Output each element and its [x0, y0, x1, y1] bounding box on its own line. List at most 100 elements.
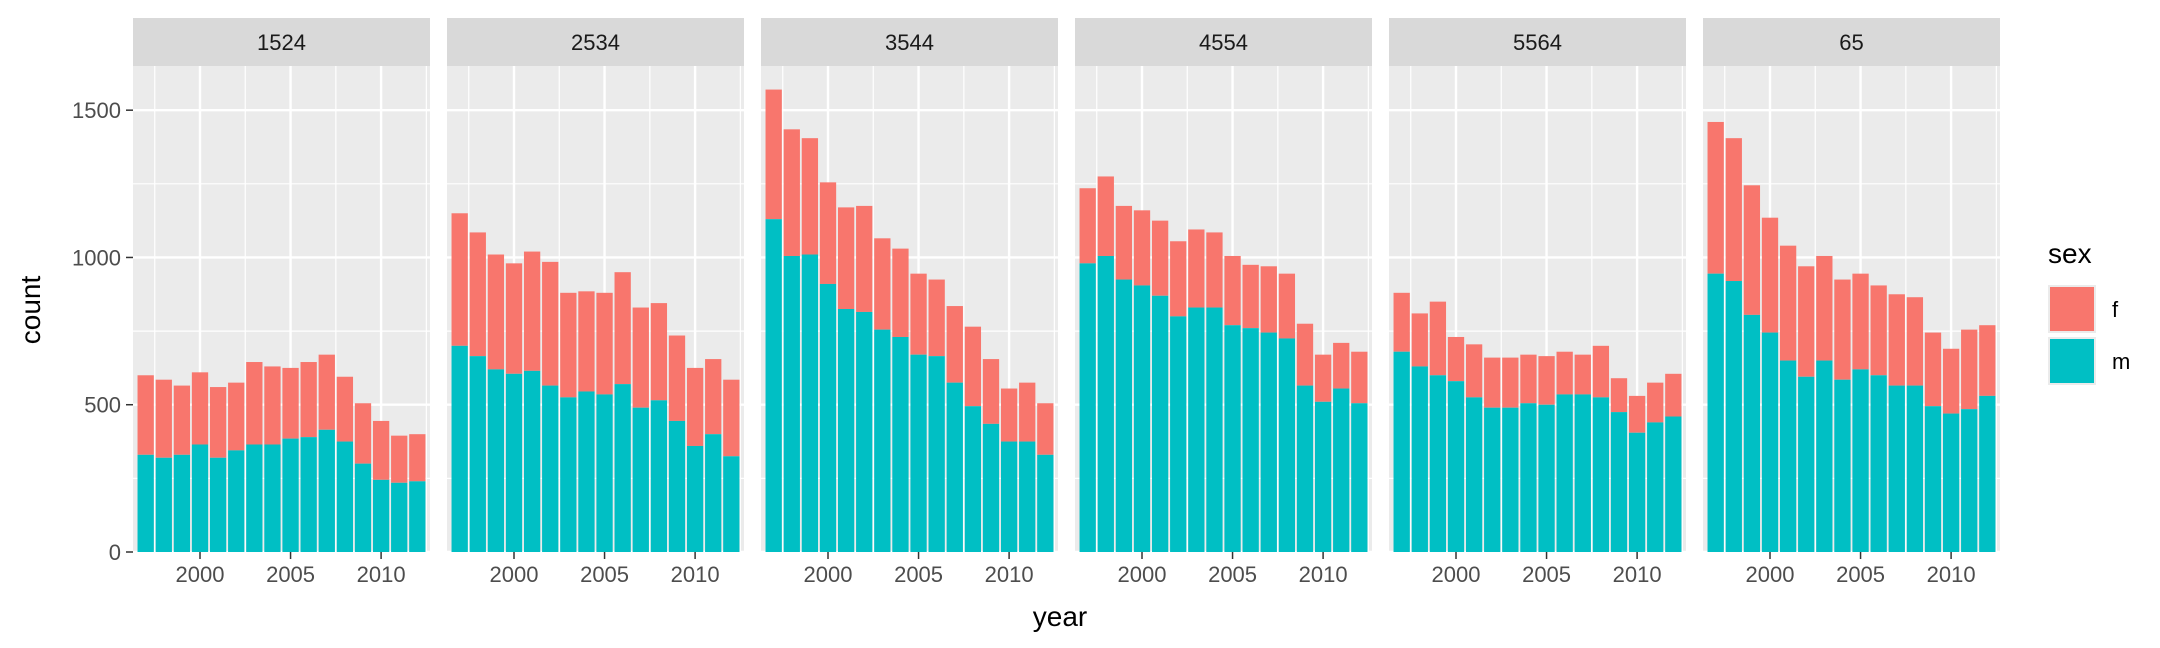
bar-segment-f: [910, 273, 927, 355]
bar-segment-m: [1296, 385, 1314, 552]
bar-segment-f: [686, 367, 704, 446]
bar-segment-f: [451, 213, 468, 346]
bar-segment-f: [1870, 285, 1887, 376]
bar-segment-m: [874, 329, 891, 552]
bar-segment-m: [209, 457, 227, 552]
bar-segment-m: [1429, 375, 1447, 552]
bar-segment-f: [1628, 395, 1646, 433]
bar-segment-f: [228, 382, 245, 451]
bar-segment-f: [946, 306, 963, 383]
bar-segment-m: [1133, 285, 1151, 552]
x-tick-label: 2010: [1927, 562, 1976, 587]
bar-segment-m: [686, 445, 704, 552]
bar-segment-f: [650, 303, 668, 401]
bar-segment-f: [705, 359, 722, 435]
bar-segment-f: [1852, 273, 1869, 370]
legend: sex f m: [2048, 238, 2130, 385]
bar-segment-f: [1942, 348, 1960, 414]
legend-title: sex: [2048, 238, 2092, 269]
bar-segment-m: [1314, 401, 1332, 552]
bar-segment-f: [1151, 220, 1169, 296]
bar-segment-f: [372, 420, 390, 480]
bar-segment-f: [1961, 329, 1978, 410]
y-tick-label: 1500: [72, 98, 121, 123]
bar-segment-m: [1610, 412, 1628, 552]
bar-segment-m: [1447, 381, 1465, 552]
bar-segment-f: [1610, 378, 1628, 413]
bar-segment-f: [391, 435, 408, 483]
bar-segment-f: [1242, 264, 1259, 329]
bar-segment-m: [391, 482, 408, 552]
bar-segment-f: [1798, 266, 1815, 377]
bar-segment-m: [1151, 295, 1169, 552]
bar-segment-f: [928, 279, 945, 357]
bar-segment-m: [191, 444, 209, 552]
bar-segment-m: [560, 397, 577, 552]
bar-segment-m: [928, 356, 945, 552]
bar-segment-f: [173, 385, 191, 455]
bar-segment-f: [1834, 279, 1851, 380]
bar-segment-f: [892, 248, 909, 337]
facet-strip: [1389, 18, 1686, 66]
bar-segment-m: [1260, 332, 1277, 552]
bar-segment-m: [1761, 332, 1779, 552]
y-axis-title: count: [15, 276, 46, 345]
bar-segment-f: [1465, 344, 1483, 398]
bar-segment-f: [1502, 357, 1519, 408]
bar-segment-m: [300, 437, 317, 552]
bar-segment-f: [246, 362, 263, 445]
bar-segment-f: [1556, 351, 1573, 395]
bar-segment-m: [336, 441, 354, 552]
bar-segment-f: [723, 379, 740, 457]
bar-segment-f: [523, 251, 541, 371]
bar-segment-m: [1592, 397, 1610, 552]
facet-strip: [1075, 18, 1372, 66]
bar-segment-f: [1000, 388, 1018, 442]
bar-segment-f: [837, 207, 855, 309]
bar-segment-f: [1079, 188, 1096, 264]
bar-segment-m: [1725, 281, 1742, 552]
legend-swatch-m: [2050, 339, 2094, 383]
bar-segment-m: [1924, 406, 1942, 552]
bar-segment-f: [1278, 273, 1296, 339]
y-tick-label: 500: [84, 393, 121, 418]
bar-segment-m: [1115, 279, 1133, 552]
x-tick-label: 2000: [176, 562, 225, 587]
bar-segment-m: [1574, 394, 1591, 552]
x-tick-label: 2005: [1208, 562, 1257, 587]
facet-strip-label: 4554: [1199, 30, 1248, 55]
bar-segment-f: [596, 292, 613, 395]
bar-segment-f: [209, 387, 227, 458]
bar-segment-f: [1816, 255, 1833, 361]
bar-segment-m: [1206, 307, 1223, 552]
bar-segment-f: [614, 272, 631, 385]
x-tick-label: 2005: [1522, 562, 1571, 587]
bar-segment-f: [1779, 245, 1797, 361]
bar-segment-m: [228, 450, 245, 552]
facet-strip: [1703, 18, 2000, 66]
bar-segment-f: [542, 261, 559, 386]
bar-segment-f: [560, 292, 577, 398]
bar-segment-m: [819, 283, 837, 552]
x-tick-label: 2005: [266, 562, 315, 587]
bar-segment-m: [505, 373, 523, 552]
facet-strip-label: 2534: [571, 30, 620, 55]
bar-segment-m: [946, 382, 963, 552]
facet-strip: [447, 18, 744, 66]
facet-strip-label: 65: [1839, 30, 1863, 55]
bar-segment-m: [1242, 328, 1259, 552]
bar-segment-f: [1707, 121, 1724, 274]
bar-segment-m: [1798, 376, 1815, 552]
bar-segment-m: [1888, 385, 1905, 552]
bar-segment-m: [173, 454, 191, 552]
y-tick-label: 0: [109, 540, 121, 565]
bar-segment-m: [542, 385, 559, 552]
bar-segment-m: [1979, 395, 1996, 552]
bar-segment-f: [1574, 354, 1591, 395]
x-axis-title: year: [1033, 601, 1087, 632]
facet-panel-5564: 5564 2000 2005 2010: [1389, 18, 1686, 587]
bar-segment-m: [1224, 325, 1241, 552]
bar-segment-m: [1000, 441, 1018, 552]
bar-segment-m: [1852, 369, 1869, 552]
